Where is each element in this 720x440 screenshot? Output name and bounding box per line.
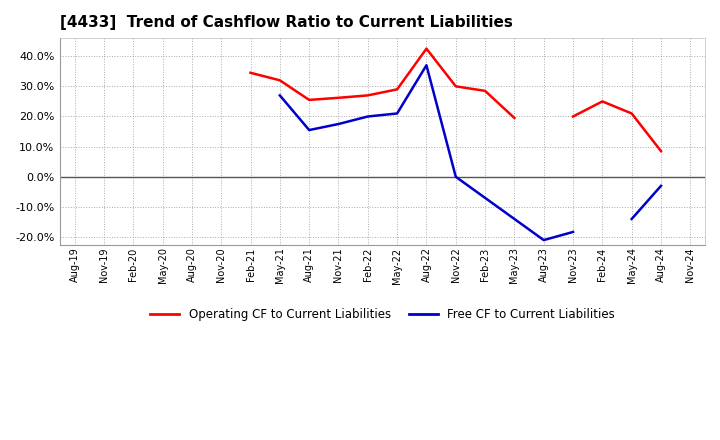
Text: [4433]  Trend of Cashflow Ratio to Current Liabilities: [4433] Trend of Cashflow Ratio to Curren… [60, 15, 513, 30]
Legend: Operating CF to Current Liabilities, Free CF to Current Liabilities: Operating CF to Current Liabilities, Fre… [145, 303, 620, 326]
